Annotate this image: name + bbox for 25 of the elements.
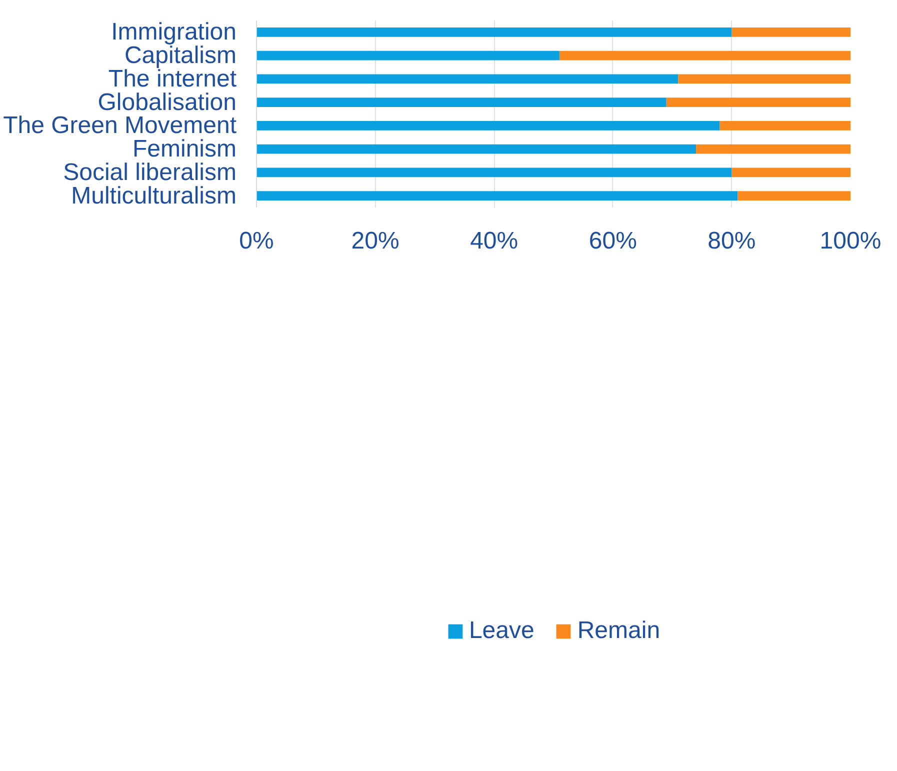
bar (696, 144, 850, 154)
bar (256, 144, 696, 154)
x-tick-label: 60% (588, 228, 637, 254)
bar (256, 121, 720, 130)
legend-label: Leave (468, 617, 534, 645)
bar (678, 74, 850, 84)
bar (256, 28, 732, 37)
x-tick-label: 0% (239, 228, 274, 254)
x-tick-label: 80% (708, 228, 756, 254)
bar (666, 98, 850, 107)
bar (559, 50, 850, 60)
bar (738, 191, 850, 200)
bar (256, 74, 678, 84)
x-tick-label: 100% (820, 228, 882, 254)
bar (732, 168, 850, 178)
bar (256, 50, 560, 60)
legend-label: Remain (577, 617, 660, 645)
x-tick-label: 40% (470, 228, 518, 254)
x-tick-label: 20% (351, 228, 400, 254)
bar (720, 121, 850, 130)
y-tick-label: Immigration (111, 18, 237, 46)
bar (256, 168, 732, 178)
bar (256, 191, 738, 200)
bar (256, 98, 666, 107)
bar (732, 28, 850, 37)
